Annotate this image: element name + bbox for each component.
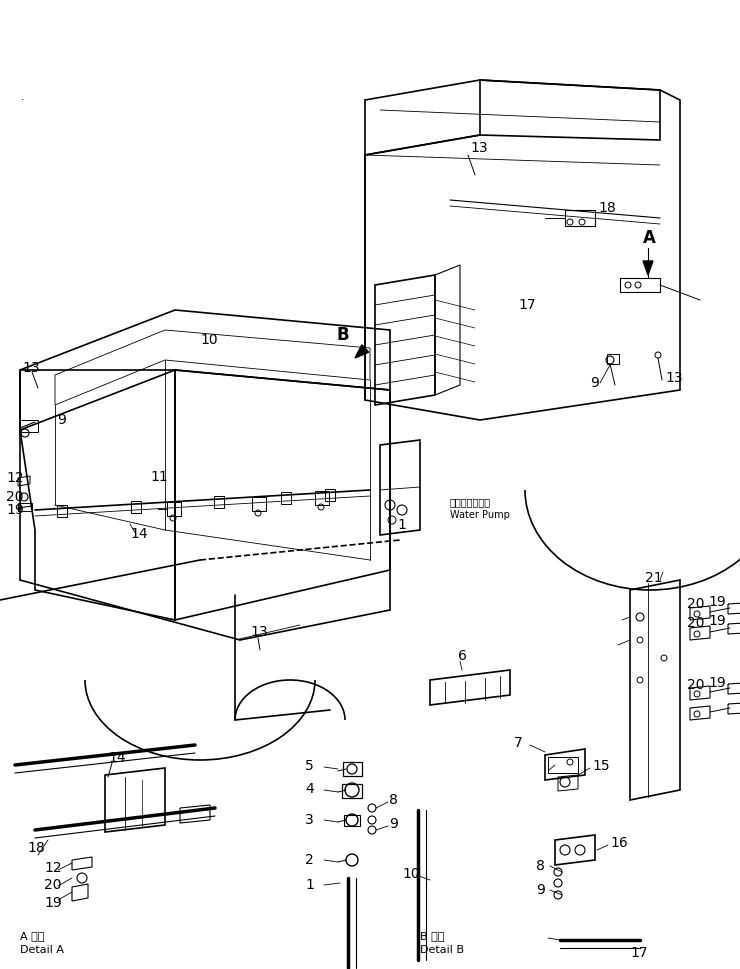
Text: 10: 10 [402, 867, 420, 881]
Text: 8: 8 [389, 793, 398, 807]
Text: 19: 19 [44, 896, 61, 910]
Text: 19: 19 [708, 595, 726, 609]
Text: 20: 20 [687, 678, 704, 692]
Text: B: B [336, 326, 349, 344]
Text: 18: 18 [598, 201, 616, 215]
Bar [281, 492, 292, 504]
Text: 19: 19 [708, 614, 726, 628]
Text: 20: 20 [687, 616, 704, 630]
Text: 17: 17 [518, 298, 536, 312]
Bar [215, 496, 224, 508]
Text: ·: · [21, 95, 24, 105]
Bar [20, 420, 38, 432]
Bar [315, 491, 329, 505]
Text: 18: 18 [27, 841, 44, 855]
Text: 11: 11 [150, 470, 168, 484]
Bar [18, 503, 32, 511]
Text: Detail B: Detail B [420, 945, 464, 955]
Text: 2: 2 [305, 853, 314, 867]
Bar [620, 278, 660, 292]
Text: 19: 19 [6, 503, 24, 517]
Text: 12: 12 [44, 861, 61, 875]
Text: 13: 13 [470, 141, 488, 155]
Text: 12: 12 [6, 471, 24, 485]
Text: 8: 8 [536, 859, 545, 873]
Text: A 詳細: A 詳細 [20, 931, 44, 941]
Text: ウォータポンプ: ウォータポンプ [450, 497, 491, 507]
Text: 13: 13 [665, 371, 682, 385]
Text: 6: 6 [458, 649, 467, 663]
Text: 9: 9 [536, 883, 545, 897]
Text: 14: 14 [108, 751, 126, 765]
Polygon shape [355, 345, 369, 358]
Bar [252, 497, 266, 511]
Bar [130, 501, 141, 513]
Text: 15: 15 [592, 759, 610, 773]
Bar [167, 502, 181, 516]
Text: 13: 13 [250, 625, 268, 639]
Text: A: A [643, 229, 656, 247]
Bar [607, 354, 619, 364]
Text: 7: 7 [514, 736, 522, 750]
Text: 20: 20 [6, 490, 24, 504]
Text: 13: 13 [22, 361, 40, 375]
Text: B 詳細: B 詳細 [420, 931, 445, 941]
Text: 14: 14 [130, 527, 147, 541]
Bar [57, 506, 67, 517]
Text: 9: 9 [590, 376, 599, 390]
Text: Water Pump: Water Pump [450, 510, 510, 520]
Text: 4: 4 [305, 782, 314, 796]
Text: 21: 21 [645, 571, 662, 585]
Text: 9: 9 [57, 413, 66, 427]
Text: 1: 1 [397, 518, 406, 532]
Polygon shape [643, 261, 653, 275]
Text: 16: 16 [610, 836, 628, 850]
Text: 10: 10 [200, 333, 218, 347]
Text: 3: 3 [305, 813, 314, 827]
Text: 9: 9 [389, 817, 398, 831]
Text: 1: 1 [305, 878, 314, 892]
Bar [565, 210, 595, 226]
Text: 19: 19 [708, 676, 726, 690]
Text: 5: 5 [305, 759, 314, 773]
Text: 20: 20 [44, 878, 61, 892]
Bar [548, 757, 578, 773]
Text: 20: 20 [687, 597, 704, 611]
Text: 17: 17 [630, 946, 648, 960]
Bar [325, 489, 334, 501]
Text: Detail A: Detail A [20, 945, 64, 955]
